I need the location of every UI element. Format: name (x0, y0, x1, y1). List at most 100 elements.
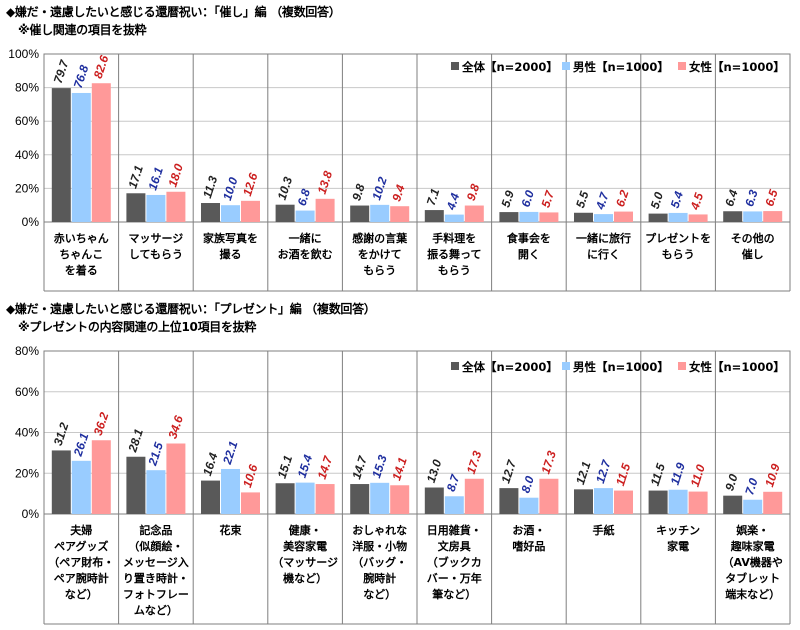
data-label: 6.2 (613, 188, 632, 209)
bar-male (519, 211, 539, 222)
bar-male (743, 499, 763, 514)
bar-male (370, 482, 390, 514)
data-label: 16.1 (145, 165, 166, 192)
category-label: 筆など） (432, 587, 476, 601)
y-tick-label: 20% (15, 181, 39, 195)
category-label: （バッグ・ (352, 555, 407, 569)
data-label: 21.5 (145, 440, 166, 468)
bar-female (614, 211, 633, 222)
category-label: お酒・ (512, 524, 545, 537)
bar-male (444, 214, 464, 222)
data-label: 36.2 (91, 410, 112, 437)
bar-female (614, 490, 633, 514)
bar-female (241, 200, 260, 222)
data-label: 76.8 (71, 63, 92, 90)
category-label: 嗜好品 (512, 539, 545, 553)
category-label: 催し (742, 247, 764, 261)
bar-female (763, 491, 783, 514)
category-label: プレゼントを (645, 231, 711, 245)
legend-label: 全体【n=2000】 (461, 360, 558, 374)
data-label: 10.9 (762, 462, 783, 489)
category-label: 夫婦 (70, 523, 92, 537)
bar-female (315, 484, 335, 514)
data-label: 31.2 (51, 421, 72, 448)
data-label: 10.6 (240, 462, 261, 489)
bar-female (241, 492, 260, 514)
category-label: 家族写真を (203, 231, 258, 245)
bar-female (763, 211, 783, 222)
bar-all (499, 212, 519, 222)
data-label: 4.5 (687, 191, 706, 212)
bar-male (295, 482, 315, 514)
bar-all (574, 489, 593, 514)
bar-all (648, 490, 668, 514)
category-label: 健康・ (289, 523, 322, 537)
bar-male (295, 210, 315, 222)
category-label: してもらう (129, 248, 183, 261)
category-label: 赤いちゃん (54, 231, 109, 245)
bar-male (146, 194, 166, 222)
bar-male (221, 205, 240, 222)
data-label: 13.8 (315, 169, 336, 196)
data-label: 15.4 (295, 453, 316, 480)
data-label: 14.7 (315, 453, 336, 481)
data-label: 5.4 (668, 189, 687, 210)
bar-all (499, 488, 519, 514)
bar-male (668, 212, 688, 222)
data-label: 12.7 (498, 457, 519, 485)
category-label: （ブックカ (427, 555, 482, 569)
category-label: など） (363, 588, 396, 601)
category-label: 日用雑貨・ (427, 523, 482, 537)
data-label: 9.8 (464, 182, 483, 203)
data-label: 4.4 (444, 191, 463, 212)
chart-1-title: ◆嫌だ・遠慮したいと感じる還暦祝い：「催し」編 （複数回答） (6, 5, 341, 19)
category-label: 端末など） (725, 587, 780, 601)
bar-male (71, 460, 91, 514)
data-label: 18.0 (165, 162, 186, 189)
bar-all (648, 213, 668, 222)
category-label: 食事会を (507, 231, 551, 245)
y-tick-label: 80% (15, 81, 39, 95)
data-label: 17.1 (125, 163, 146, 190)
data-label: 17.3 (464, 449, 485, 476)
data-label: 12.7 (593, 457, 614, 485)
category-label: ペア腕時計 (54, 571, 109, 585)
bar-female (390, 206, 410, 222)
bar-all (574, 212, 593, 222)
y-tick-label: 0% (22, 215, 40, 229)
data-label: 5.7 (538, 188, 557, 209)
chart-1-subtitle: ※催し関連の項目を抜粋 (18, 23, 147, 37)
data-label: 12.1 (573, 459, 594, 486)
data-label: 4.7 (593, 190, 612, 212)
category-label: 振る舞って (427, 247, 481, 261)
category-label: （AV機器や (723, 555, 783, 569)
bar-male (519, 497, 539, 514)
bar-male (146, 470, 166, 514)
category-label: り置き時計・ (123, 571, 189, 585)
bar-male (594, 214, 613, 222)
category-label: 感謝の言葉 (352, 231, 408, 245)
data-label: 11.0 (688, 463, 708, 489)
bar-male (71, 92, 91, 222)
bar-all (350, 205, 370, 222)
data-label: 15.3 (369, 453, 390, 480)
y-tick-label: 80% (15, 344, 39, 358)
category-label: など） (65, 588, 98, 601)
y-tick-label: 40% (15, 426, 39, 440)
bar-female (688, 491, 708, 514)
data-label: 14.1 (389, 455, 410, 482)
bar-male (743, 211, 763, 222)
data-label: 5.9 (498, 189, 517, 210)
bar-all (201, 203, 220, 222)
data-label: 6.0 (518, 188, 537, 209)
data-label: 26.1 (71, 431, 92, 459)
data-label: 10.0 (220, 175, 241, 202)
category-label: （似顔絵・ (128, 539, 183, 553)
bar-female (539, 212, 559, 222)
data-label: 17.3 (538, 449, 559, 476)
category-label: もらう (438, 264, 471, 277)
data-label: 13.0 (424, 458, 445, 485)
bar-all (126, 193, 146, 222)
bar-male (668, 489, 688, 514)
